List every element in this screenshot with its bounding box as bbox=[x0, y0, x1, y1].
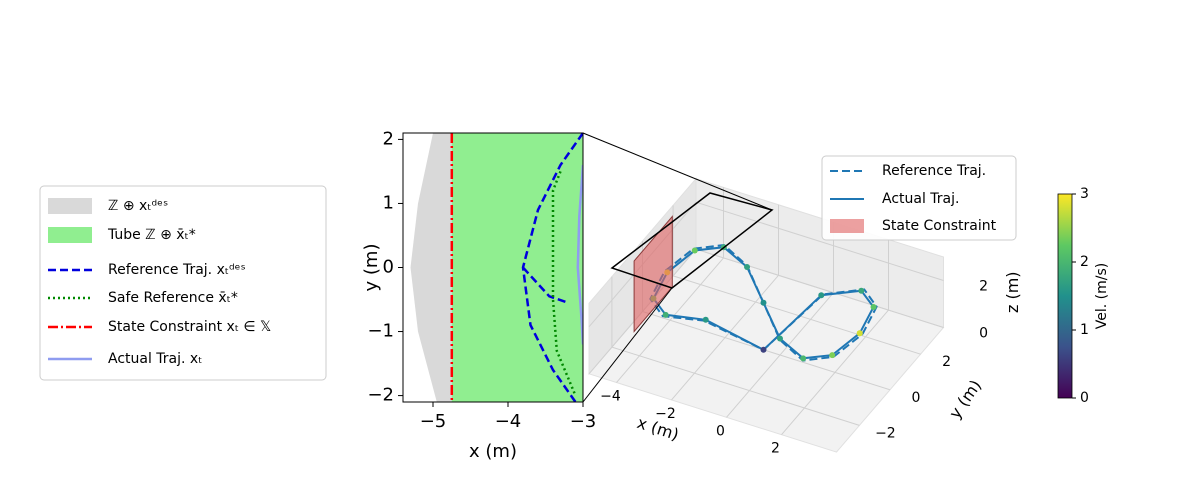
plot-clip bbox=[410, 133, 583, 402]
legend-3d bbox=[821, 155, 1017, 241]
z-tick-label: 0 bbox=[979, 326, 988, 342]
colorbar-tick-label: 0 bbox=[1080, 390, 1089, 406]
velocity-point bbox=[744, 264, 751, 271]
colorbar-tick-label: 3 bbox=[1080, 186, 1089, 202]
velocity-point bbox=[776, 335, 783, 342]
legend-swatch bbox=[830, 219, 864, 233]
legend-label: State Constraint bbox=[882, 218, 997, 234]
colorbar-label: Vel. (m/s) bbox=[1094, 263, 1110, 329]
x-tick-label: −5 bbox=[420, 411, 447, 432]
region bbox=[451, 133, 583, 402]
colorbar: 0 1 2 3 Vel. (m/s) bbox=[1057, 186, 1110, 406]
plot-2d: −5 −4 −3 −2 −1 0 1 2 x (m) y (m) bbox=[361, 128, 596, 462]
legend-label: Reference Traj. bbox=[882, 163, 986, 179]
colorbar-tick-label: 1 bbox=[1080, 322, 1089, 338]
velocity-point bbox=[702, 316, 709, 323]
grid-line bbox=[588, 201, 944, 328]
z-tick-label: 2 bbox=[979, 279, 988, 295]
trajectory bbox=[521, 133, 583, 402]
velocity-point bbox=[818, 292, 825, 299]
z-axis-label: z (m) bbox=[1003, 271, 1022, 313]
velocity-point bbox=[760, 299, 767, 306]
y-tick-label: 2 bbox=[383, 128, 394, 149]
zoom-connector bbox=[582, 287, 673, 403]
velocity-point bbox=[856, 330, 863, 337]
velocity-point bbox=[691, 247, 698, 254]
legend-label: Actual Traj. bbox=[882, 191, 959, 207]
zoom-connector bbox=[582, 132, 773, 211]
x-tick-label: 2 bbox=[771, 441, 780, 457]
legend-2d bbox=[39, 185, 327, 381]
x-tick-label: −4 bbox=[495, 411, 522, 432]
velocity-point bbox=[662, 311, 669, 318]
legend-label: Reference Traj. xₜᵈᵉˢ bbox=[108, 262, 246, 278]
x-tick-label: −4 bbox=[600, 389, 621, 405]
legend-label: Actual Traj. xₜ bbox=[108, 351, 202, 367]
legend-label: Tube ℤ ⊕ x̄ₜ* bbox=[107, 227, 196, 243]
y-tick-label: −2 bbox=[367, 385, 394, 406]
x-axis-label: x (m) bbox=[469, 441, 517, 462]
legend-label: Safe Reference x̄ₜ* bbox=[108, 290, 238, 306]
constraint-plane bbox=[633, 215, 673, 333]
legend-swatch bbox=[48, 227, 92, 243]
colorbar-gradient bbox=[1057, 193, 1073, 399]
legend-label: State Constraint xₜ ∈ 𝕏 bbox=[108, 319, 271, 335]
y-tick-label: 0 bbox=[383, 257, 394, 278]
x-tick-label: −2 bbox=[655, 406, 676, 422]
y-tick-label: 1 bbox=[383, 192, 394, 213]
legend-label: ℤ ⊕ xₜᵈᵉˢ bbox=[108, 198, 168, 214]
velocity-point bbox=[870, 304, 877, 311]
y-tick-label: 2 bbox=[942, 354, 951, 370]
x-tick-label: 0 bbox=[716, 423, 725, 439]
velocity-point bbox=[858, 287, 865, 294]
velocity-point bbox=[829, 352, 836, 359]
y-tick-label: −2 bbox=[875, 425, 896, 441]
y-axis-label: y (m) bbox=[361, 244, 382, 292]
velocity-point bbox=[760, 346, 767, 353]
x-tick-label: −3 bbox=[570, 411, 597, 432]
trajectory bbox=[576, 164, 583, 345]
y-axis-label: y (m) bbox=[945, 376, 985, 422]
y-tick-label: 0 bbox=[912, 390, 921, 406]
legend-swatch bbox=[48, 198, 92, 214]
y-tick-label: −1 bbox=[367, 321, 394, 342]
velocity-point bbox=[800, 355, 807, 362]
colorbar-tick-label: 2 bbox=[1080, 254, 1089, 270]
